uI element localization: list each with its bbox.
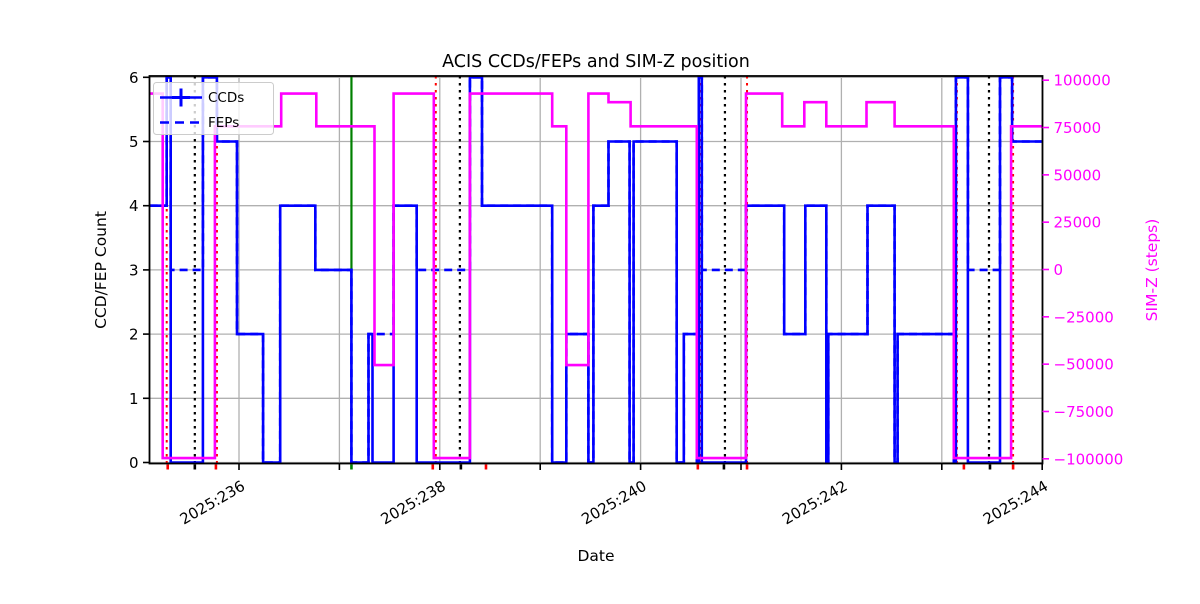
right-tick-label: −75000 [1054,403,1114,421]
ccds-line [149,76,1042,464]
legend-plus-marker-icon [172,88,190,107]
right-tick-label: −50000 [1054,356,1114,374]
right-tick-label: −25000 [1054,308,1114,326]
left-tick-label: 0 [129,454,139,472]
x-tick-label: 2025:242 [779,477,850,529]
right-tick-label: 0 [1054,261,1064,279]
right-tick-label: 100000 [1054,72,1111,90]
axis-ticks: 2025:236 2025:238 2025:240 2025:242 2025:244… [129,69,1123,529]
chart-title: ACIS CCDs/FEPs and SIM-Z position [442,52,750,72]
x-tick-label: 2025:244 [980,477,1051,529]
simz-series [149,92,1042,460]
legend-feps-label: FEPs [208,115,239,131]
gridlines [149,76,1043,464]
left-tick-label: 6 [129,69,139,87]
x-tick-label: 2025:240 [578,477,649,529]
below-axis-marks [166,464,1015,470]
simz-line [149,92,1042,460]
right-y-axis-label: SIM-Z (steps) [1143,219,1161,322]
right-tick-label: 50000 [1054,166,1102,184]
left-tick-label: 3 [129,261,139,279]
left-tick-label: 4 [129,197,139,215]
ccd-fep-series [149,76,1042,464]
right-tick-label: 75000 [1054,119,1102,137]
left-tick-label: 5 [129,133,139,151]
x-tick-label: 2025:238 [378,477,449,529]
x-axis-label: Date [577,547,614,565]
legend-ccds-label: CCDs [208,90,244,106]
legend: CCDs FEPs [153,82,274,135]
right-tick-label: −100000 [1054,450,1124,468]
left-tick-label: 1 [129,390,139,408]
left-y-axis-label: CCD/FEP Count [92,211,110,329]
x-tick-label: 2025:236 [177,477,248,529]
right-tick-label: 25000 [1054,214,1102,232]
left-tick-label: 2 [129,326,139,344]
